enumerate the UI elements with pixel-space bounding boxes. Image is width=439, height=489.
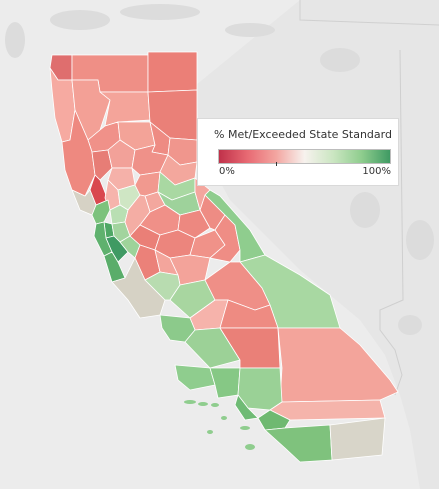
legend-min-label: 0% (219, 166, 235, 177)
county-region[interactable] (269, 399, 386, 421)
county-region[interactable] (234, 394, 259, 421)
county-region[interactable] (103, 251, 126, 283)
channel-islands (184, 400, 255, 450)
county-region[interactable] (277, 327, 399, 403)
county-layer (49, 51, 399, 463)
county-region[interactable] (209, 367, 241, 399)
county-region[interactable] (147, 51, 198, 93)
terrain-texture (5, 4, 434, 335)
legend-max-label: 100% (362, 166, 391, 177)
state-border-line (299, 0, 439, 26)
legend-gradient-bar (218, 149, 391, 164)
state-border-line (379, 49, 404, 396)
county-region[interactable] (257, 409, 291, 431)
county-region[interactable] (204, 189, 266, 263)
legend-midpoint-tick (276, 162, 277, 166)
color-legend: % Met/Exceeded State Standard 0% 100% (197, 118, 399, 186)
county-region[interactable] (219, 299, 279, 329)
county-region[interactable] (174, 364, 216, 391)
county-region[interactable] (91, 149, 113, 181)
legend-title: % Met/Exceeded State Standard (214, 128, 392, 141)
county-region[interactable] (329, 417, 386, 461)
county-region[interactable] (177, 209, 211, 239)
county-region[interactable] (194, 177, 211, 211)
